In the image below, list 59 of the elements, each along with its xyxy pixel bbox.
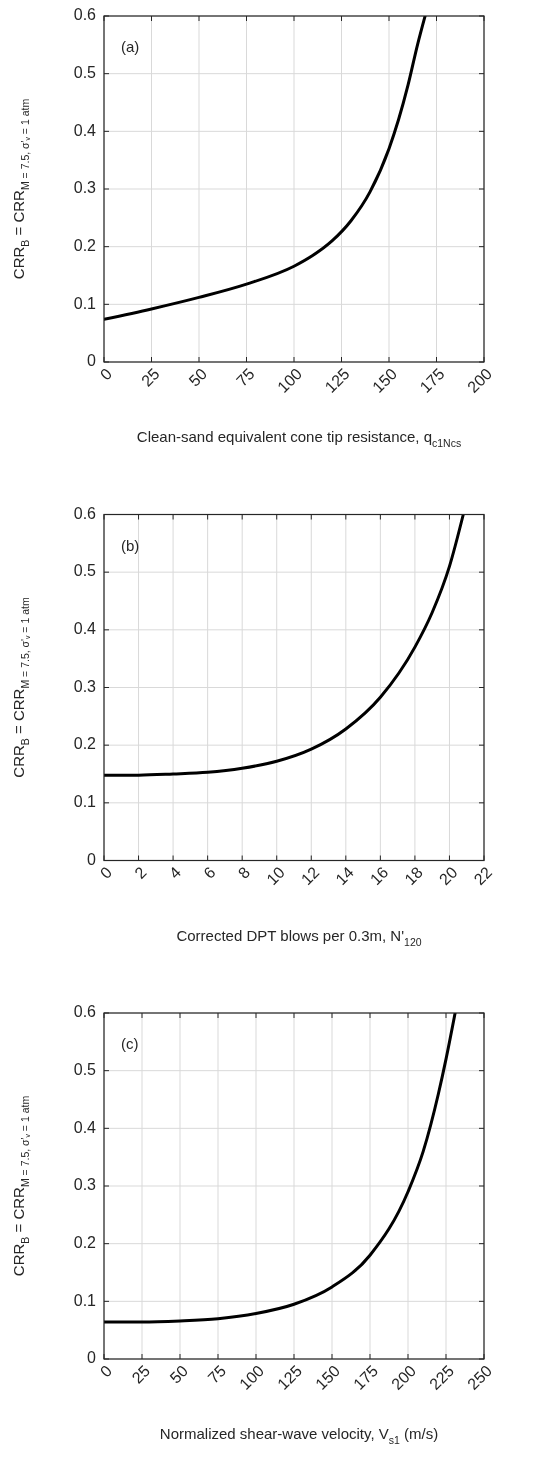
x-tick-label: 200	[464, 365, 496, 396]
y-tick-label: 0.6	[73, 1003, 97, 1021]
y-tick-label: 0.6	[73, 504, 97, 522]
x-tick-label: 22	[470, 863, 496, 889]
y-tick-label: 0	[87, 352, 97, 370]
x-tick-label: 20	[435, 863, 461, 889]
x-tick-label: 16	[366, 863, 392, 889]
line-series	[104, 1013, 457, 1324]
y-tick-label: 0.5	[73, 63, 97, 81]
y-tick-label: 0.3	[73, 179, 97, 197]
y-tick-label: 0.3	[73, 1176, 97, 1194]
y-tick-label: 0.1	[73, 793, 97, 811]
y-tick-label: 0.1	[73, 294, 97, 312]
x-tick-label: 75	[233, 365, 258, 390]
y-tick-label: 0.2	[73, 236, 97, 254]
y-tick-label: 0.1	[73, 1291, 97, 1309]
x-tick-label: 100	[274, 365, 306, 396]
x-tick-label: 6	[200, 863, 219, 882]
y-tick-label: 0	[87, 1349, 97, 1367]
y-tick-label: 0.3	[73, 677, 97, 695]
x-tick-label: 10	[263, 863, 288, 889]
x-tick-label: 14	[332, 863, 358, 889]
annotation: (a)	[121, 38, 140, 55]
x-axis-title: Clean-sand equivalent cone tip resistance, q$_{c1Ncs}$	[136, 428, 462, 449]
x-tick-label: 18	[401, 863, 427, 889]
x-tick-label: 125	[321, 365, 353, 396]
x-tick-label: 225	[426, 1362, 458, 1393]
x-tick-label: 8	[234, 863, 254, 882]
x-tick-label: 2	[131, 863, 150, 882]
y-tick-label: 0.5	[73, 1060, 97, 1078]
x-tick-label: 150	[369, 365, 401, 396]
x-tick-label: 250	[464, 1362, 496, 1393]
x-tick-label: 50	[185, 365, 211, 390]
y-tick-label: 0	[87, 850, 97, 868]
annotation: (b)	[121, 536, 140, 554]
y-tick-label: 0.4	[73, 121, 97, 139]
x-tick-label: 175	[350, 1362, 382, 1393]
y-tick-label: 0.2	[73, 735, 97, 753]
x-tick-label: 200	[388, 1362, 420, 1393]
x-tick-label: 150	[312, 1362, 344, 1393]
x-tick-label: 50	[166, 1362, 192, 1387]
x-tick-label: 25	[138, 365, 163, 390]
x-tick-label: 12	[297, 863, 323, 889]
x-axis-title: Normalized shear-wave velocity, V$_{s1}$ (m/s)	[159, 1425, 439, 1446]
line-series	[104, 16, 427, 321]
x-tick-label: 175	[416, 365, 448, 396]
y-tick-label: 0.4	[73, 620, 97, 638]
y-tick-label: 0.6	[73, 6, 97, 24]
x-tick-label: 75	[204, 1362, 230, 1387]
x-tick-label: 100	[236, 1362, 268, 1393]
y-tick-label: 0.4	[73, 1118, 97, 1136]
x-axis-title: Corrected DPT blows per 0.3m, N'$_{120}$	[176, 926, 422, 948]
line-series	[104, 514, 465, 777]
annotation: (c)	[121, 1035, 139, 1052]
y-tick-label: 0.5	[73, 562, 97, 580]
x-tick-label: 125	[274, 1362, 306, 1393]
x-tick-label: 25	[128, 1362, 154, 1387]
y-tick-label: 0.2	[73, 1233, 97, 1251]
x-tick-label: 4	[165, 863, 185, 882]
